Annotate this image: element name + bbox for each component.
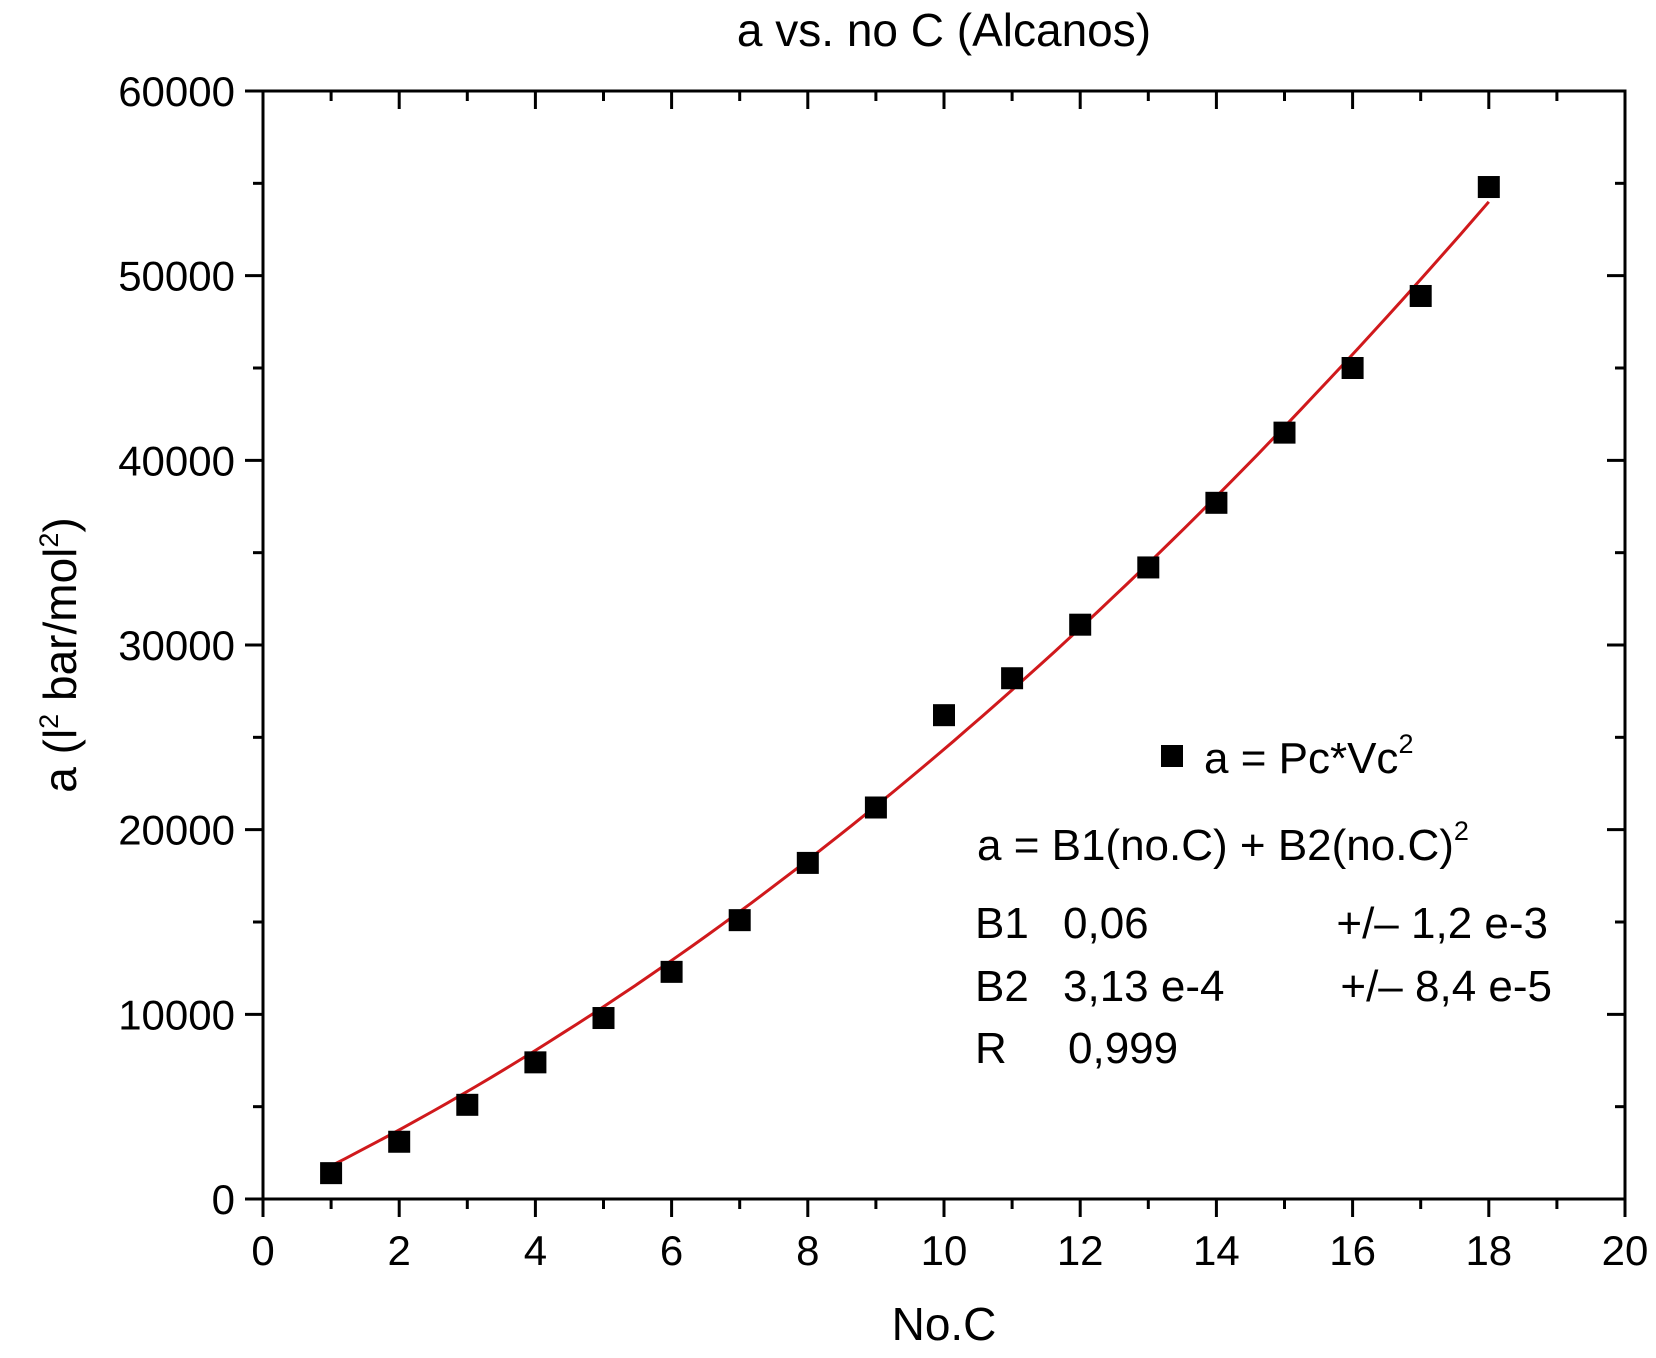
data-point (388, 1130, 411, 1153)
x-tick-labels: 0 2 4 6 8 10 12 14 16 18 20 (251, 1227, 1648, 1274)
x-tick-label: 6 (660, 1227, 683, 1274)
data-point (1137, 556, 1160, 579)
plot-frame (261, 89, 1627, 1201)
data-point (320, 1162, 343, 1185)
fit-curve (330, 200, 1490, 1168)
x-tick-label: 0 (251, 1227, 274, 1274)
x-tick-label: 12 (1057, 1227, 1104, 1274)
y-tick-label: 10000 (118, 991, 235, 1038)
y-tick-labels: 0 10000 20000 30000 40000 50000 60000 (118, 68, 235, 1223)
ticks-layer (245, 89, 1627, 1217)
param-r-value: 0,999 (1068, 1024, 1178, 1073)
data-point (728, 909, 751, 932)
data-points-layer (320, 176, 1500, 1185)
y-tick-label: 40000 (118, 437, 235, 484)
legend-equation: a = B1(no.C) + B2(no.C)2 (977, 816, 1469, 870)
legend-marker (1161, 745, 1183, 767)
y-tick-label: 20000 (118, 807, 235, 854)
data-point (1273, 421, 1296, 444)
y-axis-title: a (l2 bar/mol2) (34, 517, 86, 792)
x-tick-label: 10 (921, 1227, 968, 1274)
param-b1-error: +/– 1,2 e-3 (1336, 899, 1548, 948)
param-b1-name: B1 (975, 899, 1029, 948)
x-tick-label: 20 (1602, 1227, 1649, 1274)
param-b2-name: B2 (975, 962, 1029, 1011)
data-point (592, 1007, 615, 1030)
param-b1-value: 0,06 (1063, 899, 1149, 948)
data-point (1001, 667, 1024, 690)
data-point (1409, 284, 1432, 307)
x-tick-label: 14 (1193, 1227, 1240, 1274)
data-point (796, 851, 819, 874)
y-tick-label: 60000 (118, 68, 235, 115)
param-b2-value: 3,13 e-4 (1063, 962, 1224, 1011)
param-b2-error: +/– 8,4 e-5 (1340, 962, 1552, 1011)
y-tick-label: 30000 (118, 622, 235, 669)
legend: a = Pc*Vc2 a = B1(no.C) + B2(no.C)2 B1 0… (975, 729, 1552, 1073)
data-point (864, 796, 887, 819)
chart-title: a vs. no C (Alcanos) (737, 4, 1151, 56)
data-point (1205, 491, 1228, 514)
data-point (1069, 613, 1092, 636)
y-tick-label: 50000 (118, 253, 235, 300)
x-axis-title: No.C (892, 1298, 997, 1350)
x-tick-label: 18 (1465, 1227, 1512, 1274)
x-tick-label: 8 (796, 1227, 819, 1274)
data-point (456, 1093, 479, 1116)
y-tick-label: 0 (212, 1176, 235, 1223)
legend-series-label: a = Pc*Vc2 (1204, 729, 1413, 783)
param-r-name: R (975, 1024, 1007, 1073)
data-point (660, 960, 683, 983)
data-point (1477, 176, 1500, 199)
x-tick-label: 4 (524, 1227, 547, 1274)
x-tick-label: 2 (388, 1227, 411, 1274)
data-point (933, 704, 955, 727)
x-tick-label: 16 (1329, 1227, 1376, 1274)
data-point (524, 1051, 547, 1074)
data-point (1341, 357, 1364, 379)
fit-curve-layer (330, 200, 1490, 1168)
